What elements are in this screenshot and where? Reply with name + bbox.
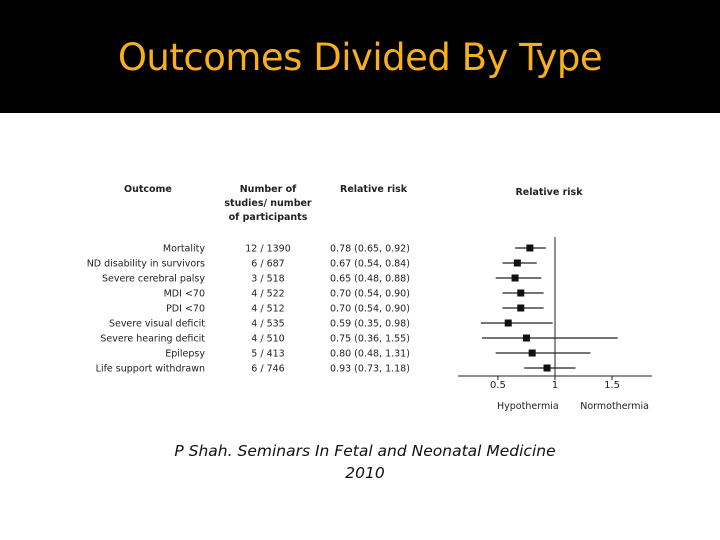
x-tick-label: 1.5: [604, 380, 620, 391]
outcome-label: Severe hearing deficit: [100, 334, 205, 345]
rr-value: 0.67 (0.54, 0.84): [330, 259, 410, 270]
header-studies-line: Number of: [240, 184, 297, 195]
outcome-label: Epilepsy: [165, 349, 205, 360]
studies-value: 6 / 687: [251, 259, 284, 270]
rr-value: 0.59 (0.35, 0.98): [330, 319, 410, 330]
studies-value: 6 / 746: [251, 364, 284, 375]
studies-value: 12 / 1390: [245, 244, 291, 255]
point-estimate: [517, 304, 525, 312]
rr-value: 0.70 (0.54, 0.90): [330, 304, 410, 315]
rr-value: 0.65 (0.48, 0.88): [330, 274, 410, 285]
x-tick-label: 0.5: [490, 380, 506, 391]
rr-value: 0.78 (0.65, 0.92): [330, 244, 410, 255]
point-estimate: [517, 289, 525, 297]
rr-value: 0.70 (0.54, 0.90): [330, 289, 410, 300]
point-estimate: [526, 244, 534, 252]
outcome-label: MDI <70: [164, 289, 205, 300]
plot-title: Relative risk: [515, 187, 583, 198]
rr-value: 0.93 (0.73, 1.18): [330, 364, 410, 375]
studies-value: 5 / 413: [251, 349, 284, 360]
slide-title: Outcomes Divided By Type: [117, 36, 603, 79]
point-estimate: [528, 349, 536, 357]
studies-value: 4 / 510: [251, 334, 284, 345]
x-tick-label: 1: [552, 380, 558, 391]
studies-value: 4 / 535: [251, 319, 284, 330]
xlabel-left: Hypothermia: [497, 401, 559, 412]
rr-value: 0.80 (0.48, 1.31): [330, 349, 410, 360]
studies-value: 3 / 518: [251, 274, 284, 285]
point-estimate: [513, 259, 521, 267]
point-estimate: [543, 364, 551, 372]
point-estimate: [522, 334, 530, 342]
studies-value: 4 / 522: [251, 289, 284, 300]
citation-caption: P Shah. Seminars In Fetal and Neonatal M…: [120, 440, 610, 484]
citation-line-2: 2010: [345, 464, 385, 482]
title-bar: Outcomes Divided By Type: [0, 0, 720, 113]
point-estimate: [511, 274, 519, 282]
header-relative-risk: Relative risk: [340, 184, 408, 195]
header-studies-line: of participants: [229, 212, 308, 223]
xlabel-right: Normothermia: [580, 401, 649, 412]
outcome-label: PDI <70: [166, 304, 205, 315]
header-studies-line: studies/ number: [224, 198, 312, 209]
point-estimate: [504, 319, 512, 327]
rr-value: 0.75 (0.36, 1.55): [330, 334, 410, 345]
outcome-label: Severe cerebral palsy: [102, 274, 205, 285]
header-outcome: Outcome: [124, 184, 172, 195]
outcome-label: Life support withdrawn: [96, 364, 205, 375]
outcome-label: Severe visual deficit: [109, 319, 205, 330]
outcome-label: ND disability in survivors: [87, 259, 205, 270]
citation-line-1: P Shah. Seminars In Fetal and Neonatal M…: [174, 442, 556, 460]
forest-plot: Outcome Number of studies/ number of partic…: [87, 184, 652, 412]
outcome-label: Mortality: [163, 244, 205, 255]
studies-value: 4 / 512: [251, 304, 284, 315]
